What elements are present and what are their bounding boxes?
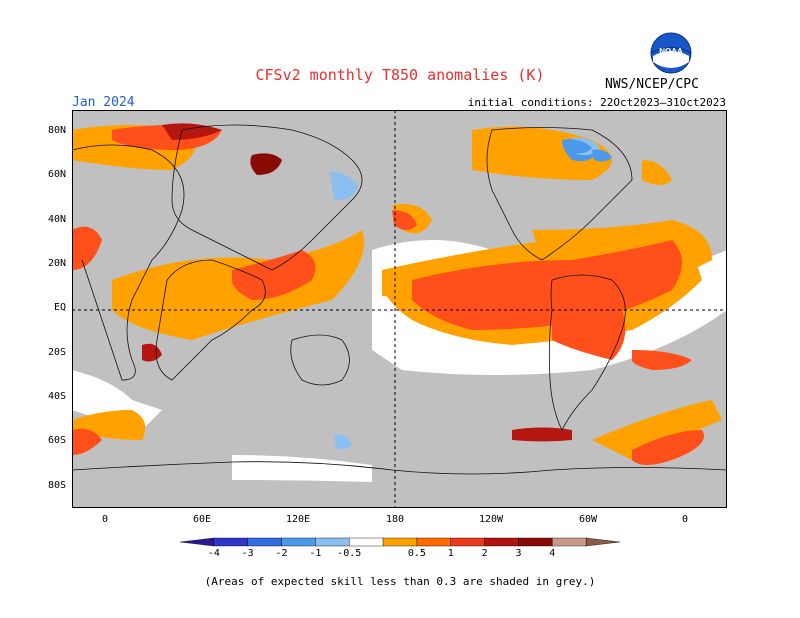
colorbar-box <box>315 537 350 547</box>
colorbar-label: 0.5 <box>407 548 426 559</box>
chart-title: CFSv2 monthly T850 anomalies (K) <box>255 66 545 84</box>
lat-label-40s: 40S <box>47 391 66 402</box>
valid-month: Jan 2024 <box>72 95 135 110</box>
lat-label-40n: 40N <box>47 214 66 225</box>
colorbar-label: -1 <box>309 548 322 559</box>
colorbar-box <box>416 537 451 547</box>
logo-text: NOAA <box>659 47 683 56</box>
colorbar-label: -4 <box>207 548 220 559</box>
lon-label-0: 0 <box>101 514 109 525</box>
colorbar-label: -3 <box>241 548 254 559</box>
lat-label-eq: EQ <box>53 302 66 313</box>
lon-label-180: 180 <box>385 514 405 525</box>
lat-label-20s: 20S <box>47 347 66 358</box>
colorbar-box <box>213 537 248 547</box>
lat-label-60s: 60S <box>47 435 66 446</box>
colorbar-boxes <box>179 537 621 547</box>
lon-label-60w: 60W <box>578 514 598 525</box>
lon-label-120e: 120E <box>285 514 311 525</box>
lat-label-60n: 60N <box>47 169 66 180</box>
initial-conditions: initial conditions: 22Oct2023–31Oct2023 <box>467 96 726 109</box>
colorbar-box <box>585 537 621 547</box>
lon-label-60e: 60E <box>192 514 212 525</box>
colorbar-label: -0.5 <box>337 548 362 559</box>
agency-label: NWS/NCEP/CPC <box>605 77 699 92</box>
lat-label-20n: 20N <box>47 258 66 269</box>
map-frame <box>72 110 727 508</box>
coastlines <box>72 124 727 475</box>
colorbar-box <box>518 537 553 547</box>
colorbar-box <box>179 537 215 547</box>
colorbar-box <box>484 537 519 547</box>
colorbar-box <box>552 537 587 547</box>
colorbar <box>179 537 621 547</box>
colorbar-label: 3 <box>515 548 522 559</box>
colorbar-label: 2 <box>481 548 488 559</box>
anomaly-map <box>72 110 727 508</box>
lon-label-0-east: 0 <box>681 514 689 525</box>
lat-label-80s: 80S <box>47 480 66 491</box>
colorbar-label: 1 <box>447 548 454 559</box>
reference-lines <box>72 110 727 508</box>
colorbar-box <box>382 537 418 547</box>
colorbar-box <box>281 537 316 547</box>
colorbar-label: -2 <box>275 548 288 559</box>
lon-label-120w: 120W <box>478 514 504 525</box>
colorbar-box <box>450 537 485 547</box>
colorbar-label: 4 <box>549 548 556 559</box>
lat-label-80n: 80N <box>47 125 66 136</box>
colorbar-box <box>349 537 384 547</box>
noaa-logo-icon: NOAA <box>650 32 692 74</box>
skill-footnote: (Areas of expected skill less than 0.3 a… <box>204 575 596 588</box>
colorbar-box <box>247 537 282 547</box>
